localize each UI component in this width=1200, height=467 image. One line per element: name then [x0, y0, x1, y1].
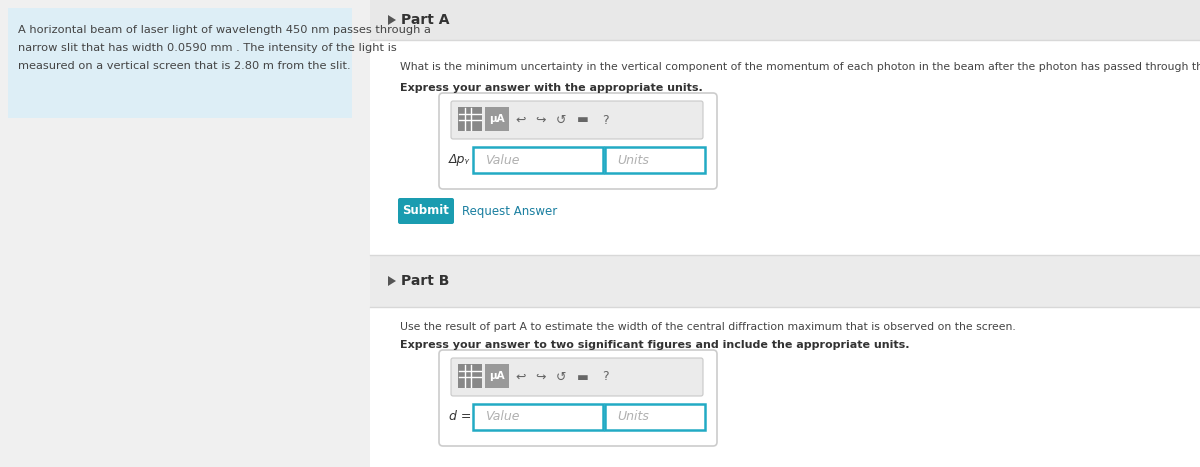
FancyBboxPatch shape [451, 358, 703, 396]
Bar [370, 0, 1200, 40]
Polygon shape [388, 276, 396, 286]
Text: Submit: Submit [402, 205, 450, 218]
FancyBboxPatch shape [473, 404, 604, 430]
Text: ↩: ↩ [516, 370, 527, 383]
Text: Request Answer: Request Answer [462, 205, 557, 218]
Text: μA: μA [490, 114, 505, 124]
FancyBboxPatch shape [605, 404, 706, 430]
Text: measured on a vertical screen that is 2.80 m from the slit.: measured on a vertical screen that is 2.… [18, 61, 350, 71]
Text: Use the result of part A to estimate the width of the central diffraction maximu: Use the result of part A to estimate the… [400, 322, 1015, 332]
Text: μA: μA [490, 371, 505, 381]
FancyBboxPatch shape [473, 147, 604, 173]
FancyBboxPatch shape [439, 93, 718, 189]
FancyBboxPatch shape [8, 8, 352, 118]
Text: What is the minimum uncertainty in the vertical component of the momentum of eac: What is the minimum uncertainty in the v… [400, 62, 1200, 72]
Text: Units: Units [617, 410, 649, 424]
Polygon shape [388, 15, 396, 25]
Text: A horizontal beam of laser light of wavelength 450 nm passes through a: A horizontal beam of laser light of wave… [18, 25, 431, 35]
FancyBboxPatch shape [605, 147, 706, 173]
Text: Express your answer with the appropriate units.: Express your answer with the appropriate… [400, 83, 703, 93]
Text: Part B: Part B [401, 274, 449, 288]
FancyBboxPatch shape [451, 101, 703, 139]
Text: Value: Value [485, 154, 520, 167]
Bar [370, 255, 1200, 307]
FancyBboxPatch shape [485, 107, 509, 131]
Text: ?: ? [601, 370, 608, 383]
Text: ↪: ↪ [535, 113, 546, 127]
Text: Δpᵧ =: Δpᵧ = [449, 153, 485, 165]
Text: ↺: ↺ [556, 113, 566, 127]
Text: ↺: ↺ [556, 370, 566, 383]
Text: ▬: ▬ [577, 370, 589, 383]
FancyBboxPatch shape [398, 198, 454, 224]
Text: d =: d = [449, 410, 472, 423]
FancyBboxPatch shape [485, 364, 509, 388]
Text: Value: Value [485, 410, 520, 424]
Text: Units: Units [617, 154, 649, 167]
Text: ▬: ▬ [577, 113, 589, 127]
Bar [370, 40, 1200, 255]
FancyBboxPatch shape [458, 364, 482, 388]
Text: Part A: Part A [401, 13, 450, 27]
FancyBboxPatch shape [439, 350, 718, 446]
Bar [370, 0, 1200, 467]
Bar [370, 307, 1200, 467]
Text: Express your answer to two significant figures and include the appropriate units: Express your answer to two significant f… [400, 340, 910, 350]
Text: ↪: ↪ [535, 370, 546, 383]
Text: ↩: ↩ [516, 113, 527, 127]
FancyBboxPatch shape [458, 107, 482, 131]
Text: ?: ? [601, 113, 608, 127]
Text: narrow slit that has width 0.0590 mm . The intensity of the light is: narrow slit that has width 0.0590 mm . T… [18, 43, 397, 53]
